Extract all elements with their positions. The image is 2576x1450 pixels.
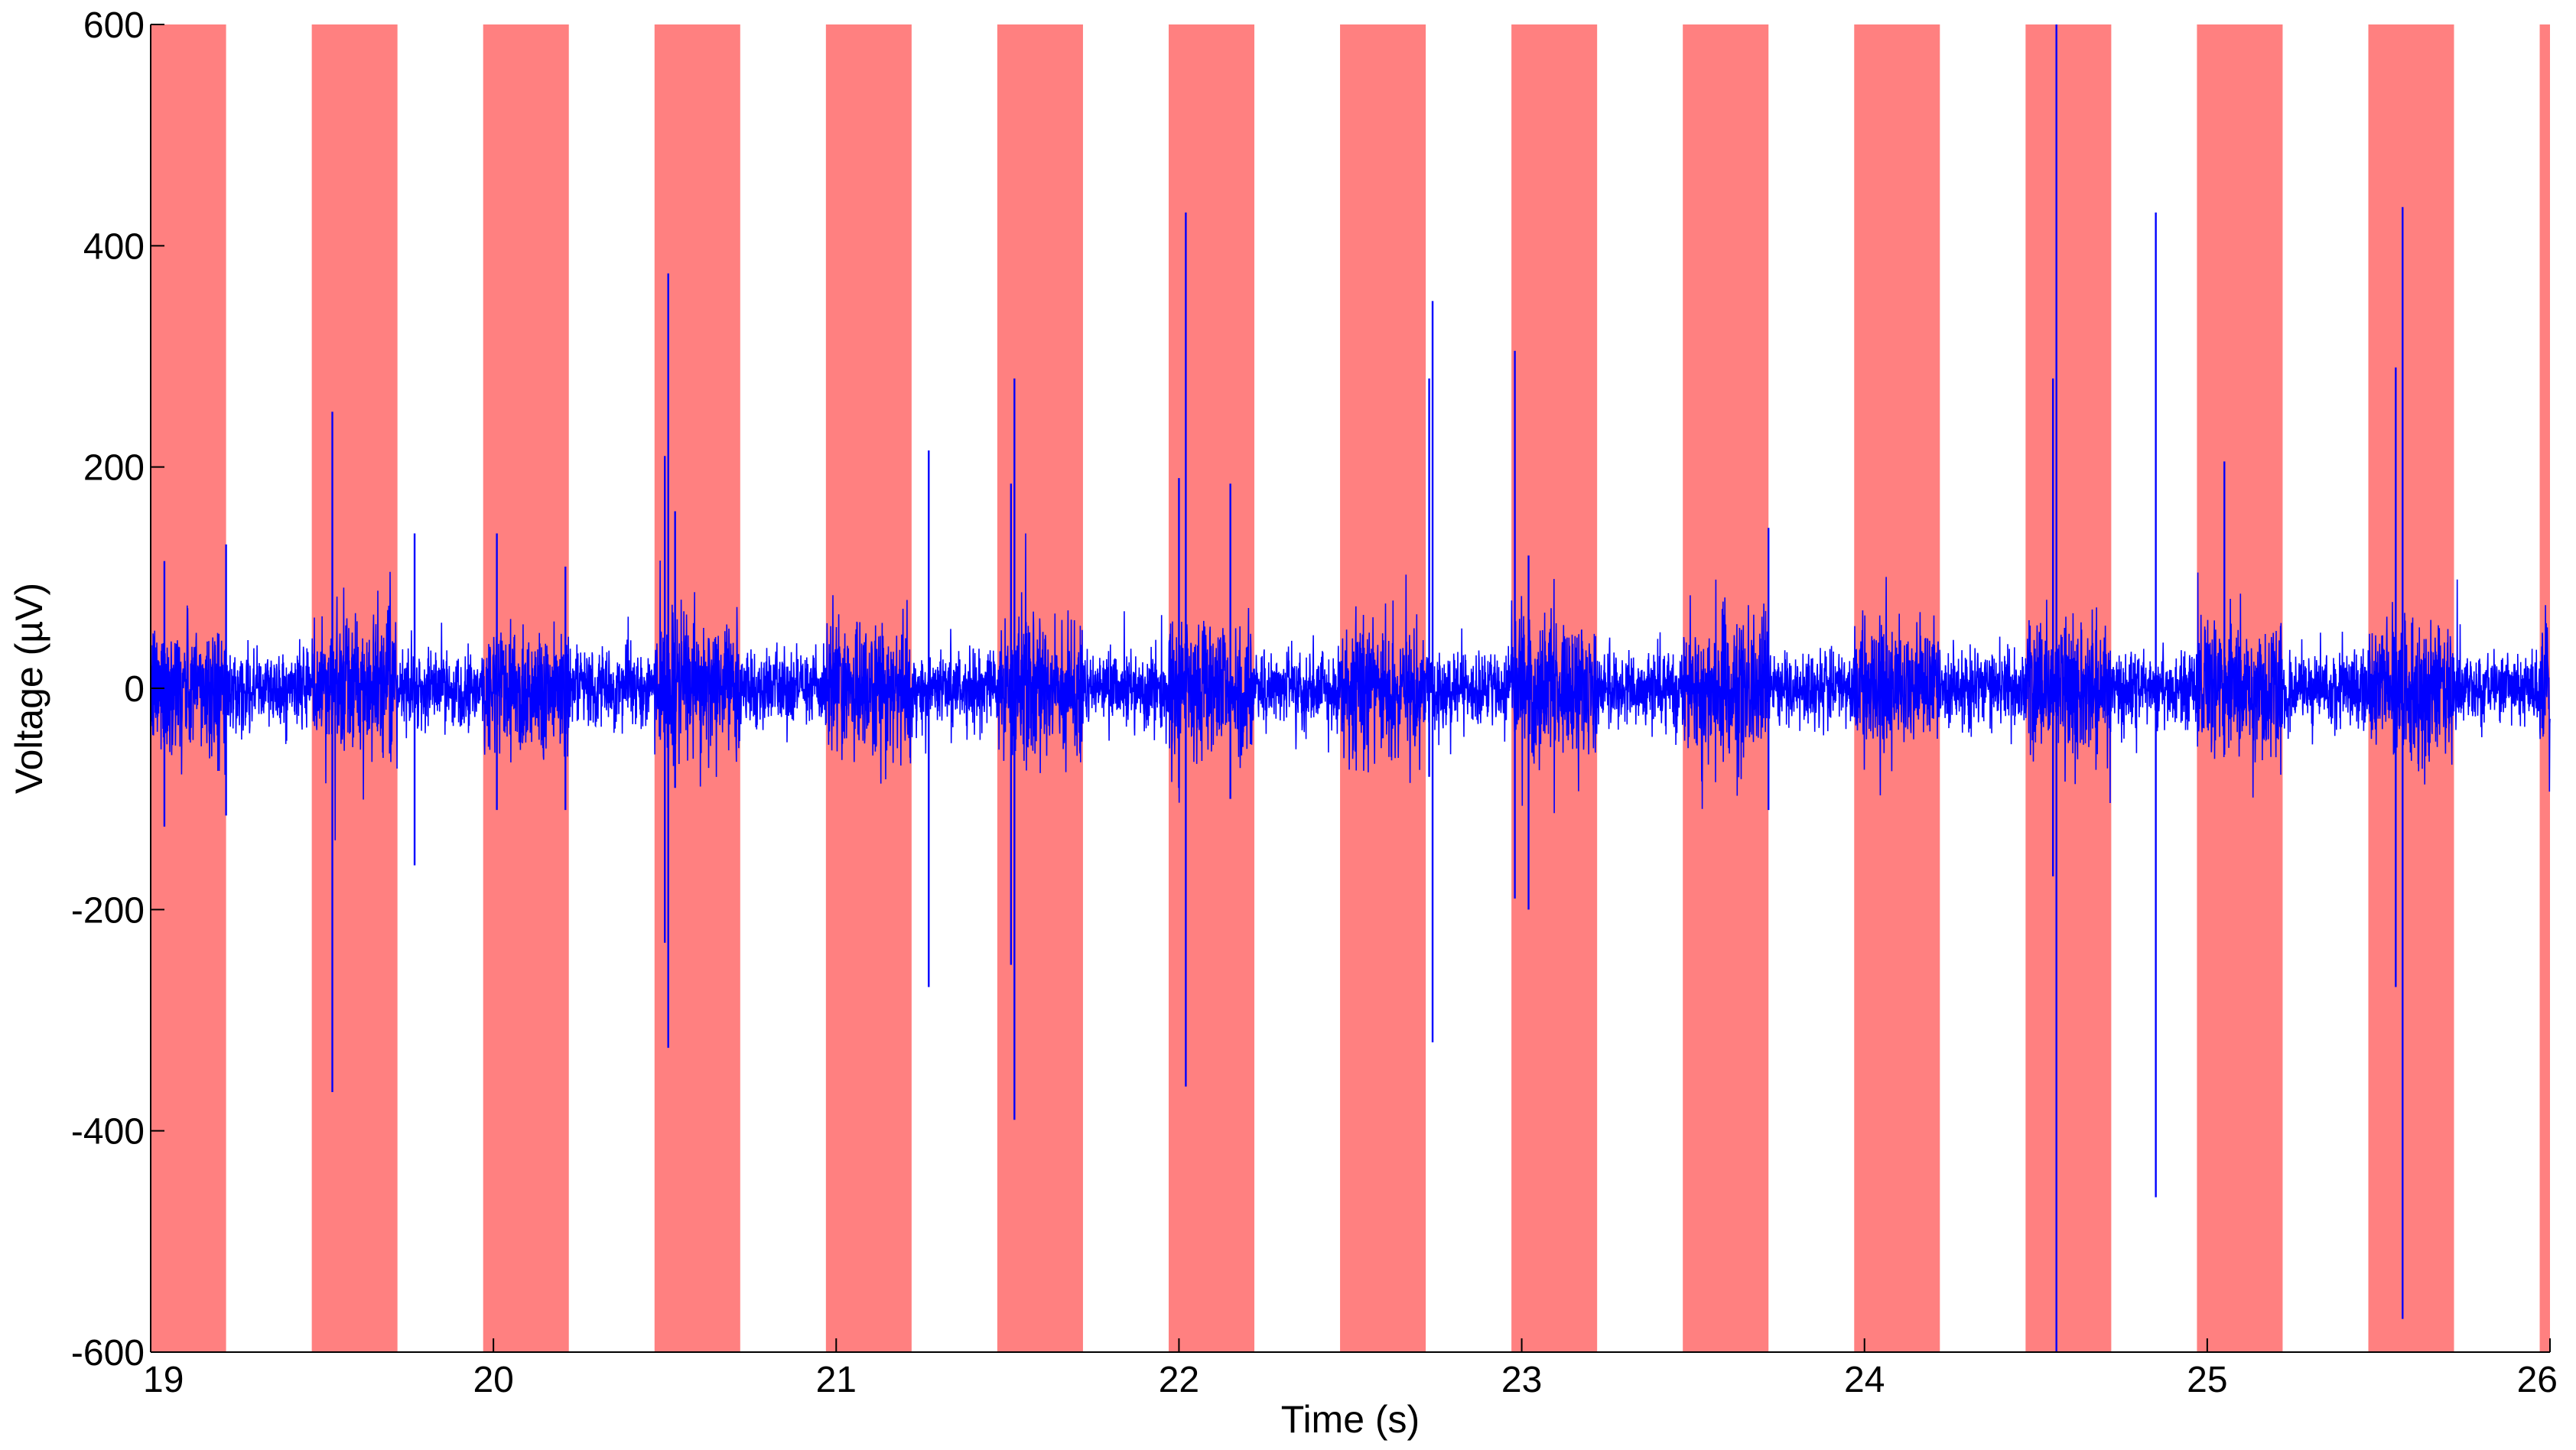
y-tick-label: -600	[71, 1333, 145, 1374]
y-tick-label: 200	[83, 448, 145, 489]
y-ticks: -600 -400 -200 0 200 400 600	[71, 5, 164, 1374]
y-tick-label: -200	[71, 890, 145, 931]
y-tick-label: 600	[83, 5, 145, 46]
x-tick-label: 22	[1159, 1360, 1199, 1400]
x-axis-label: Time (s)	[1281, 1398, 1420, 1441]
x-tick-label: 25	[2187, 1360, 2227, 1400]
x-tick-label: 20	[473, 1360, 513, 1400]
x-ticks: 19 20 21 22 23 24 25 26	[143, 1338, 2558, 1400]
y-tick-label: 0	[124, 669, 145, 710]
signal-line	[150, 533, 2551, 840]
x-tick-label: 19	[143, 1360, 184, 1400]
x-tick-label: 23	[1501, 1360, 1542, 1400]
y-tick-label: 400	[83, 226, 145, 267]
signal-trace	[150, 533, 2551, 840]
x-tick-label: 21	[816, 1360, 857, 1400]
y-tick-label: -400	[71, 1112, 145, 1153]
spike-group	[163, 24, 2404, 1352]
x-tick-label: 24	[1844, 1360, 1885, 1400]
x-tick-label: 26	[2517, 1360, 2558, 1400]
y-axis-label: Voltage (µV)	[8, 583, 50, 794]
